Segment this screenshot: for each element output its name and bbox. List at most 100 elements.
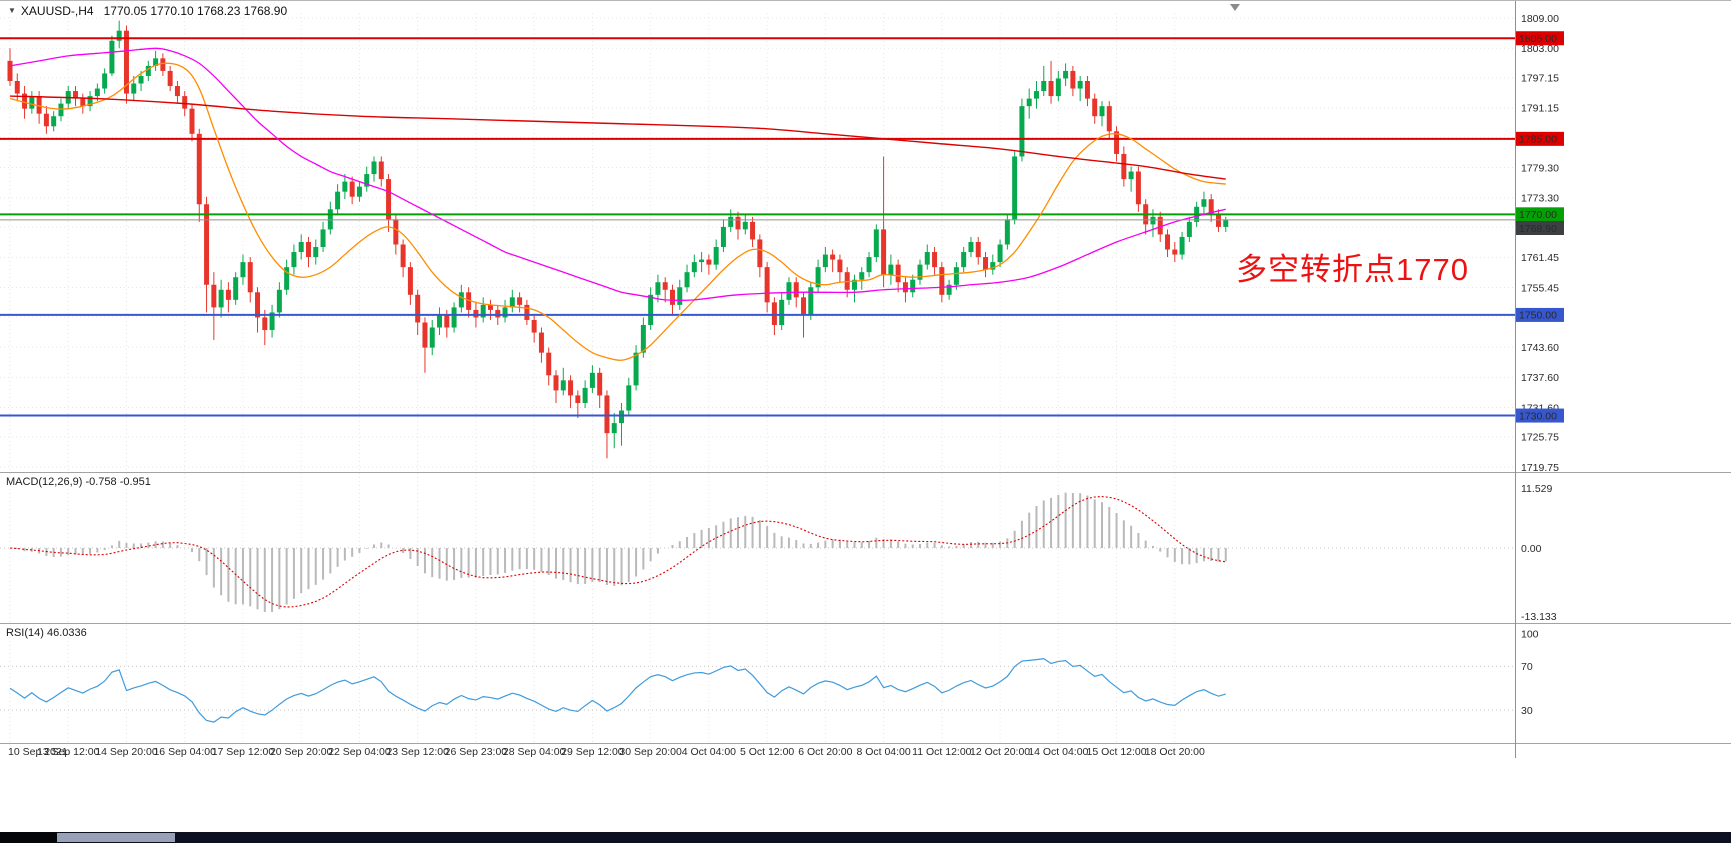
price-axis-labels: 1809.001803.001797.151791.151785.301779.… [1521,13,1559,474]
candle-body [36,96,42,114]
candle-body [801,297,807,315]
ma-mid-magenta [9,47,1226,301]
candle-body [276,289,282,313]
price-tick-label: 1773.30 [1521,193,1559,205]
candle-body [1092,98,1098,117]
chart-ohlc-quotes: 1770.05 1770.10 1768.23 1768.90 [103,4,288,18]
price-tick-label: 1737.60 [1521,372,1559,384]
candle-body [58,103,64,117]
symbol-dropdown-icon[interactable]: ▼ [8,6,16,15]
candle-body [560,380,566,391]
price-tick-label: 1743.60 [1521,342,1559,354]
candle-body [902,282,908,293]
candle-body [1012,156,1018,220]
time-tick-label: 14 Sep 20:00 [95,746,158,758]
rsi-axis-label: 70 [1521,661,1533,673]
price-tag-label: 1805.00 [1519,33,1557,45]
candle-body [888,264,894,275]
macd-axis-label: 0.00 [1521,543,1542,555]
candle-body [699,259,705,263]
candle-body [604,395,610,434]
candle-body [640,324,646,353]
taskbar-item[interactable] [57,833,175,842]
candle-body [866,257,872,273]
price-annotation[interactable]: 多空转折点1770 [1236,252,1469,287]
candles [7,20,1229,459]
candle-body [677,287,683,305]
candle-body [1070,70,1076,89]
horizontal-level-lines[interactable] [0,37,1515,417]
candle-body [145,65,151,76]
price-tag [1516,408,1564,423]
candle-body [830,254,836,260]
candle-body [611,423,617,434]
candle-body [422,322,428,348]
ma-fast-orange [9,62,1226,361]
price-tag-label: 1730.00 [1519,410,1557,422]
price-tick-label: 1809.00 [1521,13,1559,25]
candle-body [1121,153,1127,180]
candle-body [189,108,195,134]
candle-body [284,267,290,290]
time-tick-label: 4 Oct 04:00 [682,746,736,758]
candle-body [131,83,137,94]
candle-body [502,307,508,318]
price-tick-label: 1797.15 [1521,73,1559,85]
time-tick-label: 17 Sep 12:00 [212,746,275,758]
candle-body [1150,216,1156,225]
candle-body [1063,70,1069,79]
candle-body [924,252,930,265]
candle-body [400,244,406,268]
candle-body [662,282,668,290]
candle-body [1179,236,1185,255]
candle-body [123,30,129,94]
chart-shift-marker-icon[interactable] [1230,4,1240,11]
candle-body [225,289,231,300]
price-tick-label: 1761.45 [1521,252,1559,264]
price-tag-label: 1768.90 [1519,223,1557,235]
candle-body [786,282,792,300]
candle-body [182,96,188,109]
candle-body [589,372,595,388]
candle-body [946,284,952,295]
candle-body [1041,80,1047,92]
time-tick-label: 20 Sep 20:00 [270,746,333,758]
candle-body [102,73,108,89]
price-tag-label: 1785.00 [1519,134,1557,146]
time-tick-label: 16 Sep 04:00 [153,746,216,758]
candle-body [990,262,996,270]
time-tick-label: 6 Oct 20:00 [798,746,852,758]
rsi-indicator-label: RSI(14) 46.0336 [6,627,87,639]
candle-body [757,239,763,268]
candle-body [451,307,457,328]
macd-indicator-label: MACD(12,26,9) -0.758 -0.951 [6,476,151,488]
candle-body [196,133,202,205]
candle-body [939,267,945,295]
time-tick-label: 12 Oct 20:00 [970,746,1030,758]
ma-slow-red [9,95,1226,180]
candle-body [335,191,341,210]
candle-body [619,410,625,424]
candle-body [546,352,552,376]
candle-body [116,30,122,41]
candle-body [873,229,879,258]
candle-body [444,314,450,328]
candle-body [240,262,246,278]
candle-body [910,279,916,293]
macd-axis-label: 11.529 [1521,483,1552,495]
candle-body [495,309,501,318]
candle-body [487,304,493,310]
time-tick-label: 10 Sep 2021 [8,746,68,758]
price-tag [1516,31,1564,46]
candle-body [87,96,93,107]
candle-body [851,279,857,290]
time-tick-label: 29 Sep 12:00 [561,746,624,758]
candle-body [153,58,159,66]
candle-body [211,284,217,308]
candle-body [51,116,57,127]
candle-body [750,221,756,240]
candle-body [298,241,304,253]
time-tick-label: 23 Sep 12:00 [386,746,449,758]
chart-symbol-timeframe: XAUUSD-,H4 [20,4,94,18]
